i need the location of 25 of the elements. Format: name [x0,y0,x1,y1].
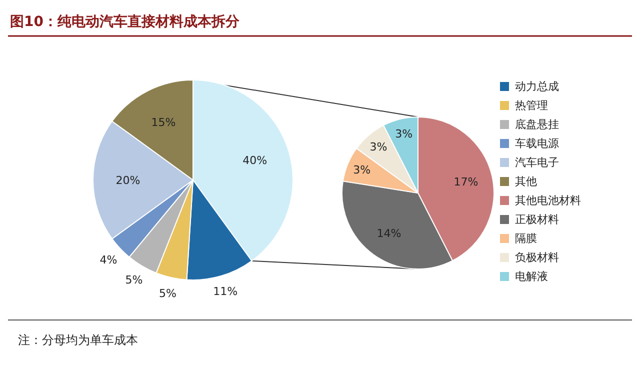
legend-label: 其他电池材料 [515,194,581,207]
chart-title: 图10：纯电动汽车直接材料成本拆分 [10,13,240,30]
legend-label: 电解液 [515,270,548,283]
legend-label: 负极材料 [515,251,559,264]
legend-label: 正极材料 [515,213,559,226]
data-label: 40% [242,154,268,167]
data-label: 20% [116,174,140,187]
data-label: 4% [100,253,118,266]
legend-label: 热管理 [515,99,548,112]
data-label: 3% [395,128,413,141]
data-label: 17% [454,175,478,188]
data-label: 15% [151,116,176,129]
data-label: 3% [353,164,371,177]
legend-label: 动力总成 [515,80,559,93]
data-label: 11% [213,285,238,298]
data-label: 14% [376,226,402,240]
legend-label: 其他 [515,175,537,188]
data-label: 3% [370,140,388,154]
legend-label: 底盘悬挂 [515,118,559,131]
data-label: 5% [158,287,176,300]
legend-label: 汽车电子 [515,156,559,169]
text: 注：分母均为单车成本 [18,333,138,347]
legend-label: 隔膜 [515,232,537,245]
data-label: 5% [125,274,143,287]
legend-label: 车载电源 [515,137,559,150]
